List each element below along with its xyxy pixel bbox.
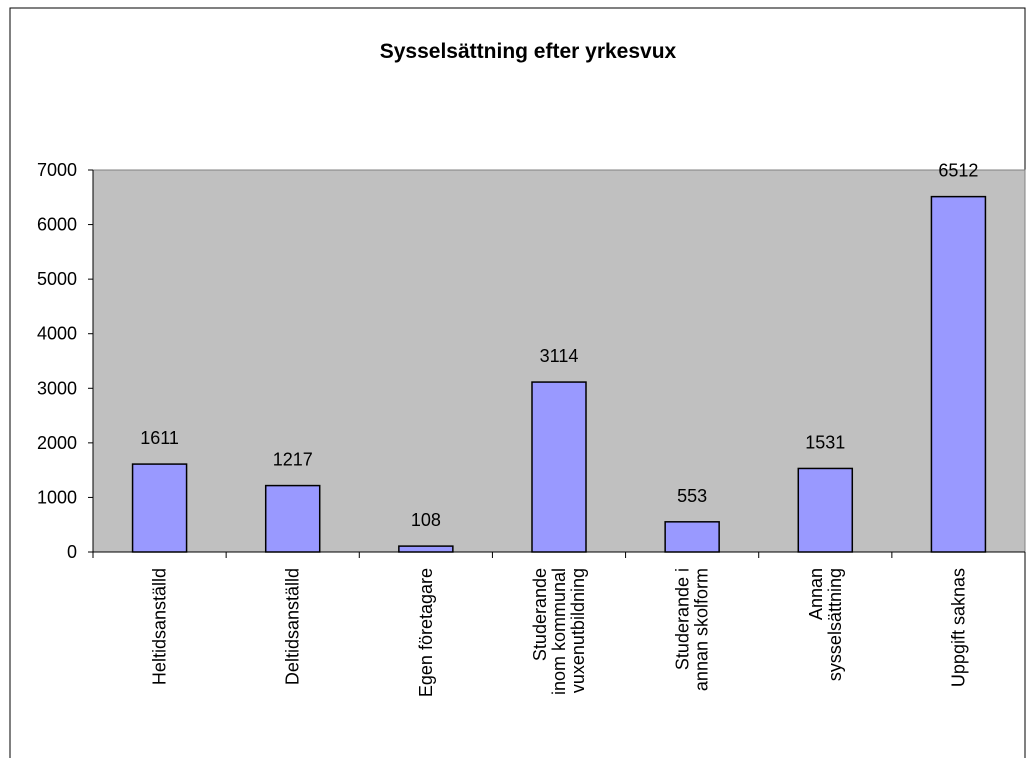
data-label: 1531: [805, 432, 845, 452]
x-tick-label-line: Heltidsanställd: [150, 568, 170, 685]
bar: [797, 467, 854, 553]
x-tick-label: Egen företagare: [416, 568, 436, 697]
data-label: 1611: [140, 428, 179, 448]
x-tick-label: Uppgift saknas: [948, 568, 968, 687]
x-tick-label-line: Studerande: [530, 568, 550, 661]
x-tick-label-line: Egen företagare: [416, 568, 436, 697]
x-tick-label: Heltidsanställd: [150, 568, 170, 685]
data-label: 553: [677, 486, 707, 506]
bar: [264, 484, 321, 553]
data-label: 108: [411, 510, 441, 530]
x-tick-label-line: Annan: [806, 568, 826, 620]
bar: [398, 545, 454, 553]
x-tick-label: Deltidsanställd: [283, 568, 303, 685]
x-tick-label-line: sysselsättning: [825, 568, 845, 681]
x-tick-label: Studerandeinom kommunalvuxenutbildning: [530, 568, 588, 695]
x-tick-label: Annansysselsättning: [806, 568, 845, 681]
y-tick-label: 2000: [37, 433, 77, 453]
y-tick-label: 1000: [37, 487, 77, 507]
y-tick-label: 6000: [37, 215, 77, 235]
x-tick-label-line: inom kommunal: [549, 568, 569, 695]
x-tick-label-line: annan skolform: [692, 568, 712, 691]
bar: [930, 195, 987, 553]
y-tick-label: 5000: [37, 269, 77, 289]
bar: [664, 521, 720, 553]
x-tick-label-line: Studerande i: [673, 568, 693, 670]
x-tick-label: Studerande iannan skolform: [673, 568, 712, 691]
chart-title: Sysselsättning efter yrkesvux: [380, 40, 677, 63]
y-tick-label: 0: [67, 542, 77, 562]
x-tick-label-line: vuxenutbildning: [568, 568, 588, 693]
y-tick-label: 3000: [37, 378, 77, 398]
bar: [131, 463, 188, 553]
x-tick-label-line: Uppgift saknas: [948, 568, 968, 687]
data-label: 1217: [273, 450, 313, 470]
x-tick-label-line: Deltidsanställd: [283, 568, 303, 685]
data-label: 3114: [540, 346, 579, 366]
y-tick-label: 4000: [37, 324, 77, 344]
bar: [531, 381, 587, 553]
y-tick-label: 7000: [37, 160, 77, 180]
data-label: 6512: [938, 161, 978, 181]
